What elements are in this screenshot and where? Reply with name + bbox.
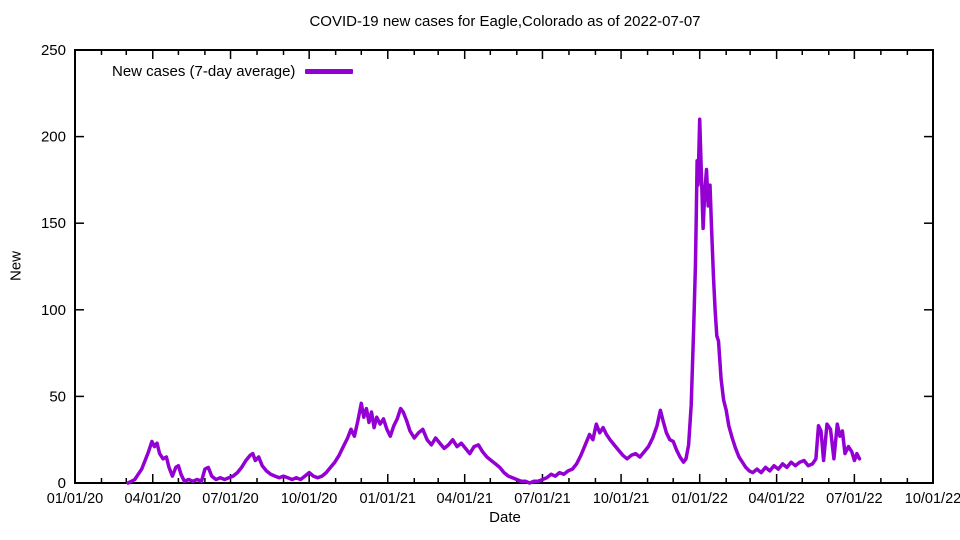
chart-title: COVID-19 new cases for Eagle,Colorado as… [309, 13, 701, 30]
x-tick-label: 10/01/20 [281, 491, 337, 507]
y-tick-label: 150 [41, 215, 66, 232]
x-tick-label: 01/01/21 [360, 491, 416, 507]
y-tick-label: 0 [58, 475, 66, 492]
x-axis-label: Date [489, 509, 521, 526]
new-cases-line [126, 117, 862, 485]
x-tick-label: 01/01/22 [671, 491, 727, 507]
plot-border [74, 49, 934, 484]
y-axis-label: New [7, 250, 25, 282]
x-tick-label: 04/01/22 [748, 491, 804, 507]
x-tick-label: 01/01/20 [47, 491, 103, 507]
x-tick-label: 04/01/20 [125, 491, 181, 507]
legend-line-sample-icon [305, 69, 354, 74]
y-tick-label: 100 [41, 302, 66, 319]
x-tick-label: 07/01/22 [826, 491, 882, 507]
x-tick-label: 04/01/21 [436, 491, 492, 507]
y-tick-label: 200 [41, 129, 66, 146]
x-tick-label: 10/01/21 [593, 491, 649, 507]
legend-label: New cases (7-day average) [112, 63, 296, 80]
y-tick-label: 50 [49, 388, 66, 405]
x-tick-label: 10/01/22 [905, 491, 960, 507]
x-tick-label: 07/01/20 [202, 491, 258, 507]
x-tick-label: 07/01/21 [514, 491, 570, 507]
y-tick-label: 250 [41, 42, 66, 59]
legend: New cases (7-day average) [112, 63, 354, 80]
